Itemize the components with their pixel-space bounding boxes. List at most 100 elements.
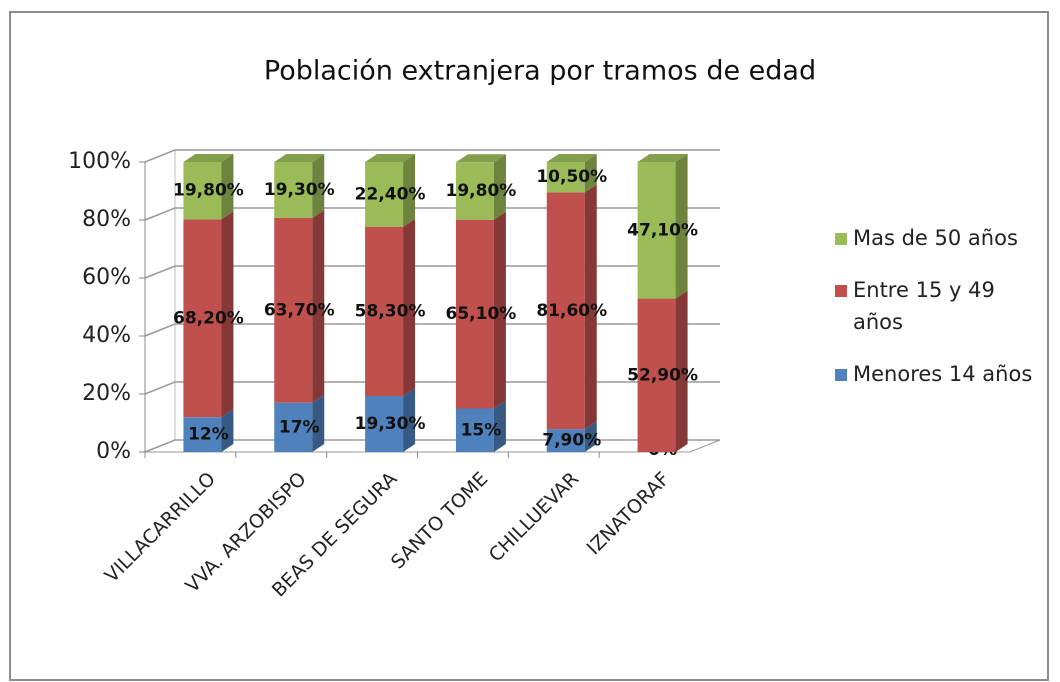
- data-label: 15%: [461, 420, 502, 440]
- data-label: 52,90%: [627, 365, 698, 385]
- grid-line: [144, 323, 720, 337]
- bar-top: [183, 154, 234, 162]
- legend: Mas de 50 años Entre 15 y 49 años Menores …: [835, 222, 1035, 410]
- data-label: 22,40%: [355, 184, 426, 204]
- data-label: 7,90%: [542, 431, 601, 451]
- y-tick-label: 80%: [82, 207, 131, 232]
- data-label: 12%: [188, 425, 229, 445]
- bar-top: [637, 154, 688, 162]
- bar-top: [546, 154, 597, 162]
- grid-line: [144, 149, 720, 163]
- bar-top: [365, 154, 416, 162]
- bar-segment: [274, 209, 325, 403]
- data-label: 19,30%: [264, 180, 335, 200]
- bar-front: [455, 408, 494, 452]
- bar-side: [312, 209, 325, 403]
- data-label: 81,60%: [536, 301, 607, 321]
- bar-front: [183, 417, 222, 452]
- bar-side: [493, 211, 506, 409]
- bar-side: [584, 154, 597, 193]
- bar-top: [455, 154, 506, 163]
- bar-front: [274, 402, 313, 452]
- bar-side: [312, 154, 325, 218]
- grid-line: [144, 439, 720, 453]
- bar-segment: [274, 154, 325, 218]
- y-tick-label: 40%: [82, 323, 131, 348]
- bar-side: [221, 154, 234, 220]
- legend-item: Menores 14 años: [835, 358, 1035, 390]
- bar-segment: [183, 409, 234, 452]
- chart-border: [9, 11, 1049, 681]
- bar-segment: [365, 388, 416, 452]
- data-label: 19,80%: [446, 181, 517, 201]
- bar-front: [274, 162, 313, 218]
- bar-segment: [183, 154, 234, 220]
- y-tick-label: 100%: [68, 149, 131, 174]
- bar-front: [455, 162, 494, 220]
- bar-segment: [274, 394, 325, 452]
- bar-segment: [455, 154, 506, 220]
- bar-front: [546, 192, 585, 430]
- legend-swatch: [835, 369, 847, 381]
- bar-segment: [637, 290, 688, 452]
- bar-front: [365, 396, 404, 452]
- bar-front: [637, 298, 676, 452]
- data-label: 19,80%: [173, 181, 244, 201]
- bar-side: [221, 409, 234, 452]
- bar-segment: [546, 184, 597, 430]
- grid-line: [144, 265, 720, 279]
- y-tick-label: 60%: [82, 265, 131, 290]
- bar-segment: [637, 154, 688, 299]
- bar-front: [274, 217, 313, 403]
- bar-segment: [455, 400, 506, 452]
- bar-top: [274, 154, 325, 162]
- bar-front: [365, 226, 404, 397]
- legend-label: Entre 15 y 49 años: [853, 278, 995, 334]
- bar-segment: [455, 211, 506, 409]
- grid-line: [144, 381, 720, 395]
- legend-item: Entre 15 y 49 años: [835, 274, 1035, 338]
- bar-side: [675, 290, 688, 452]
- data-label: 63,70%: [264, 300, 335, 320]
- bar-side: [403, 154, 416, 227]
- bar-front: [546, 429, 585, 452]
- bar-side: [403, 388, 416, 452]
- data-label: 19,30%: [355, 414, 426, 434]
- grid-line: [144, 207, 720, 221]
- bar-side: [312, 394, 325, 452]
- bar-segment: [365, 154, 416, 227]
- chart-title: Población extranjera por tramos de edad: [264, 56, 816, 87]
- data-label: 10,50%: [536, 167, 607, 187]
- bar-front: [637, 162, 676, 299]
- legend-swatch: [835, 233, 847, 245]
- y-tick-label: 0%: [96, 439, 131, 464]
- data-label: 47,10%: [627, 220, 698, 240]
- data-label: 68,20%: [173, 308, 244, 328]
- bar-front: [183, 219, 222, 418]
- y-tick-label: 20%: [82, 381, 131, 406]
- bar-side: [493, 400, 506, 452]
- bar-side: [675, 154, 688, 299]
- data-label: 58,30%: [355, 301, 426, 321]
- bar-segment: [183, 211, 234, 418]
- bar-front: [455, 219, 494, 409]
- legend-item: Mas de 50 años: [835, 222, 1035, 254]
- bar-side: [584, 421, 597, 452]
- legend-label: Menores 14 años: [853, 362, 1033, 386]
- bar-side: [403, 218, 416, 397]
- plot-area: 0%20%40%60%80%100%VILLACARRILLO12%68,20%…: [68, 149, 721, 601]
- bar-segment: [546, 421, 597, 452]
- legend-swatch: [835, 285, 847, 297]
- bar-front: [365, 162, 404, 227]
- data-label: 17%: [279, 417, 320, 437]
- bar-side: [493, 154, 506, 220]
- bar-front: [546, 162, 585, 193]
- bar-segment: [546, 154, 597, 193]
- bar-front: [183, 162, 222, 220]
- bar-side: [584, 184, 597, 430]
- legend-label: Mas de 50 años: [853, 226, 1018, 250]
- bar-side: [221, 211, 234, 418]
- data-label: 65,10%: [446, 304, 517, 324]
